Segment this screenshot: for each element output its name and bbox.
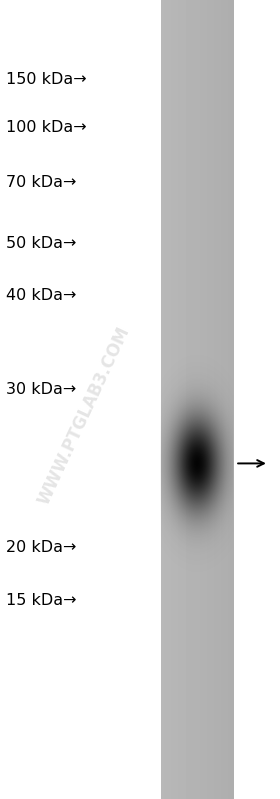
Bar <box>161 0 234 799</box>
Text: 100 kDa→: 100 kDa→ <box>6 121 86 135</box>
Text: 150 kDa→: 150 kDa→ <box>6 73 86 87</box>
Text: 40 kDa→: 40 kDa→ <box>6 288 76 303</box>
Text: WWW.PTGLAB3.COM: WWW.PTGLAB3.COM <box>35 324 133 507</box>
Text: 30 kDa→: 30 kDa→ <box>6 383 76 397</box>
Text: 20 kDa→: 20 kDa→ <box>6 540 76 555</box>
Text: 15 kDa→: 15 kDa→ <box>6 594 76 608</box>
Text: 50 kDa→: 50 kDa→ <box>6 237 76 251</box>
Text: 70 kDa→: 70 kDa→ <box>6 175 76 189</box>
